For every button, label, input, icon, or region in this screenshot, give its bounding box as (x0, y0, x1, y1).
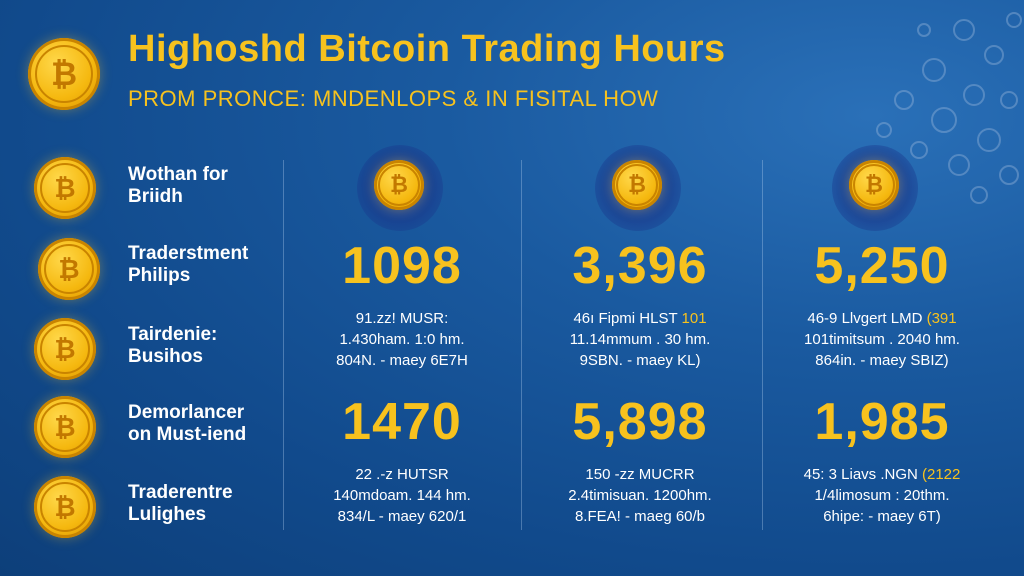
header-bitcoin-icon: ₿ (28, 38, 100, 110)
column-1-top-value: 1098 (342, 237, 462, 295)
row-3-bitcoin-icon: ₿ (34, 318, 96, 380)
row-3-label: Tairdenie: Busihos (128, 324, 218, 367)
column-3-bottom-value: 1,985 (814, 393, 950, 451)
column-divider-1 (283, 160, 284, 530)
column-divider-2 (521, 160, 522, 530)
column-divider-3 (762, 160, 763, 530)
row-4-bitcoin-icon: ₿ (34, 396, 96, 458)
row-2-label: Traderstment Philips (128, 243, 249, 286)
column-2-top-detail: 46ı Fipmi HLST 101 11.14mmum . 30 hm. 9S… (569, 310, 711, 369)
column-3-top-detail: 46-9 Llvgert LMD (391 101timitsum . 2040… (804, 310, 960, 369)
column-2-bitcoin-icon: ₿ (612, 160, 662, 210)
row-5-label: Traderentre Lulighes (128, 482, 233, 525)
column-1-bitcoin-icon: ₿ (374, 160, 424, 210)
column-3-top-value: 5,250 (814, 237, 950, 295)
column-1-bottom-value: 1470 (342, 393, 462, 451)
row-1-bitcoin-icon: ₿ (34, 157, 96, 219)
column-3-bitcoin-icon: ₿ (849, 160, 899, 210)
column-1-top-detail: 91.zz! MUSR: 1.430ham. 1:0 hm. 804N. - m… (336, 310, 468, 369)
row-2-bitcoin-icon: ₿ (38, 238, 100, 300)
page-subtitle: PROM PRONCE: MNDENLOPS & IN FISITAL HOW (128, 86, 659, 111)
column-2-bottom-detail: 150 -zz MUCRR 2.4timisuan. 1200hm. 8.FEA… (568, 466, 712, 525)
column-2-bottom-value: 5,898 (572, 393, 708, 451)
page-title: Highoshd Bitcoin Trading Hours (128, 28, 726, 70)
column-2-top-value: 3,396 (572, 237, 708, 295)
row-1-label: Wothan for Briidh (128, 164, 228, 207)
column-1-bottom-detail: 22 .-z HUTSR 140mdoam. 144 hm. 834/L - m… (333, 466, 471, 525)
column-3-bottom-detail: 45: 3 Liavs .NGN (2122 1/4limosum : 20th… (803, 466, 961, 525)
background-coin-pattern (876, 12, 1022, 204)
row-5-bitcoin-icon: ₿ (34, 476, 96, 538)
row-4-label: Demorlancer on Must-iend (128, 402, 247, 445)
